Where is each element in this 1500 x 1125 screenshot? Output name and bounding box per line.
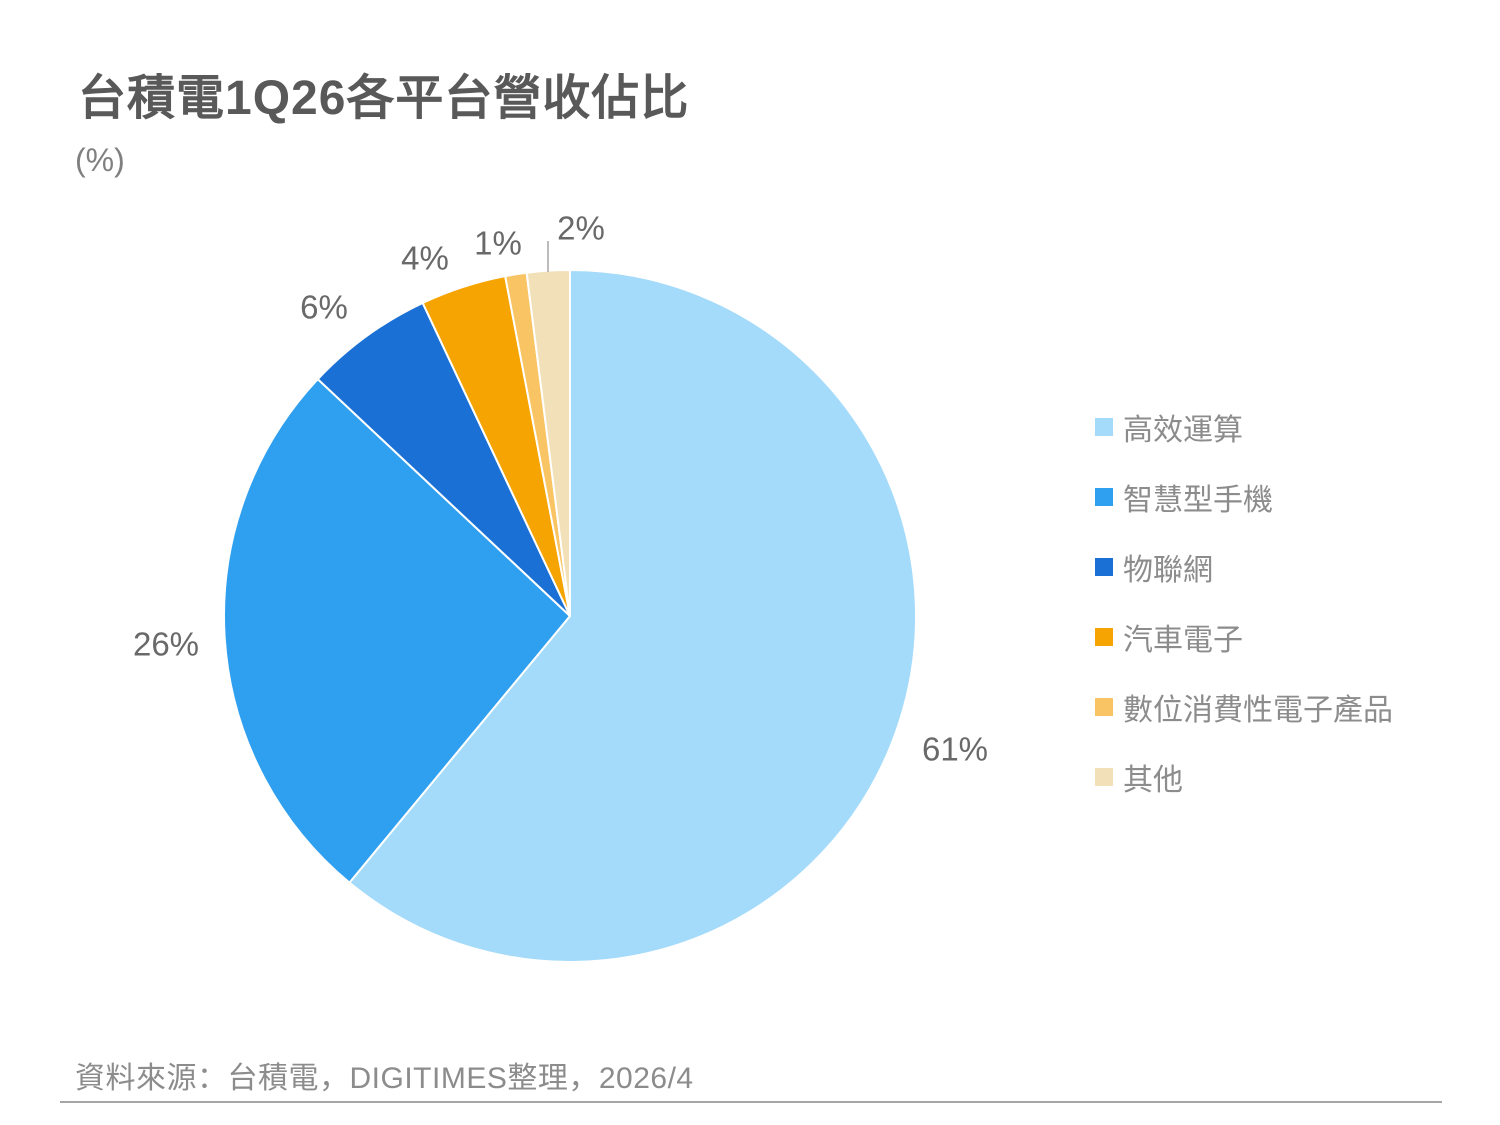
source-note: 資料來源：台積電，DIGITIMES整理，2026/4 [75,1062,694,1095]
legend-item-hpc: 高效運算 [1095,392,1393,462]
legend-label-smartphone: 智慧型手機 [1123,484,1273,517]
chart-title: 台積電1Q26各平台營收佔比 [78,72,690,125]
footer-divider [60,1101,1442,1103]
legend-swatch-hpc [1095,418,1113,436]
legend: 高效運算智慧型手機物聯網汽車電子數位消費性電子產品 其他 [1095,392,1393,812]
legend-item-smartphone: 智慧型手機 [1095,462,1393,532]
legend-label-others: 其他 [1123,764,1183,797]
legend-swatch-automotive [1095,628,1113,646]
slice-label-automotive: 4% [401,240,449,277]
legend-swatch-others [1095,768,1113,786]
legend-swatch-digital-consumer-electronics [1095,698,1113,716]
legend-item-digital-consumer-electronics: 數位消費性電子產品 [1095,672,1393,742]
legend-item-automotive: 汽車電子 [1095,602,1393,672]
slice-label-hpc: 61% [922,731,988,768]
legend-item-iot: 物聯網 [1095,532,1393,602]
legend-label-iot: 物聯網 [1123,554,1213,587]
legend-swatch-smartphone [1095,488,1113,506]
pie-slice-hpc [348,269,917,963]
unit-label: (%) [75,142,125,178]
legend-swatch-iot [1095,558,1113,576]
legend-item-others: 其他 [1095,742,1393,812]
pie-slice-smartphone [223,378,571,884]
pie-slice-iot [316,301,571,617]
slice-label-others: 2% [557,210,605,247]
legend-label-automotive: 汽車電子 [1123,624,1243,657]
slice-label-iot: 6% [300,289,348,326]
legend-label-hpc: 高效運算 [1123,414,1243,447]
slice-label-smartphone: 26% [133,626,199,663]
slice-label-digital-consumer-electronics: 1% [474,225,522,262]
legend-label-digital-consumer-electronics: 數位消費性電子產品 [1123,694,1393,727]
